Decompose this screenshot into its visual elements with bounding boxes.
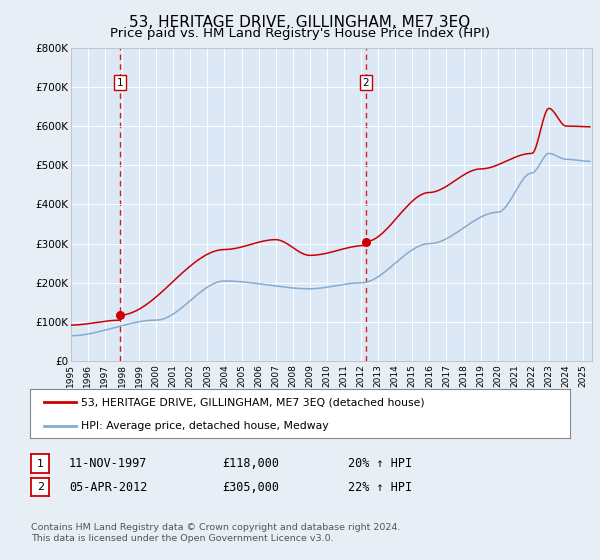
Text: 1: 1 — [37, 459, 44, 469]
Text: This data is licensed under the Open Government Licence v3.0.: This data is licensed under the Open Gov… — [31, 534, 334, 543]
Text: 53, HERITAGE DRIVE, GILLINGHAM, ME7 3EQ (detached house): 53, HERITAGE DRIVE, GILLINGHAM, ME7 3EQ … — [82, 398, 425, 408]
Text: Contains HM Land Registry data © Crown copyright and database right 2024.: Contains HM Land Registry data © Crown c… — [31, 523, 401, 532]
Text: 2: 2 — [37, 482, 44, 492]
Text: Price paid vs. HM Land Registry's House Price Index (HPI): Price paid vs. HM Land Registry's House … — [110, 27, 490, 40]
Text: 05-APR-2012: 05-APR-2012 — [69, 480, 148, 494]
Text: 20% ↑ HPI: 20% ↑ HPI — [348, 457, 412, 470]
Text: £305,000: £305,000 — [222, 480, 279, 494]
Text: 11-NOV-1997: 11-NOV-1997 — [69, 457, 148, 470]
Text: 53, HERITAGE DRIVE, GILLINGHAM, ME7 3EQ: 53, HERITAGE DRIVE, GILLINGHAM, ME7 3EQ — [130, 15, 470, 30]
Text: 22% ↑ HPI: 22% ↑ HPI — [348, 480, 412, 494]
Text: 2: 2 — [362, 78, 369, 88]
Text: £118,000: £118,000 — [222, 457, 279, 470]
Text: HPI: Average price, detached house, Medway: HPI: Average price, detached house, Medw… — [82, 421, 329, 431]
Text: 1: 1 — [116, 78, 123, 88]
